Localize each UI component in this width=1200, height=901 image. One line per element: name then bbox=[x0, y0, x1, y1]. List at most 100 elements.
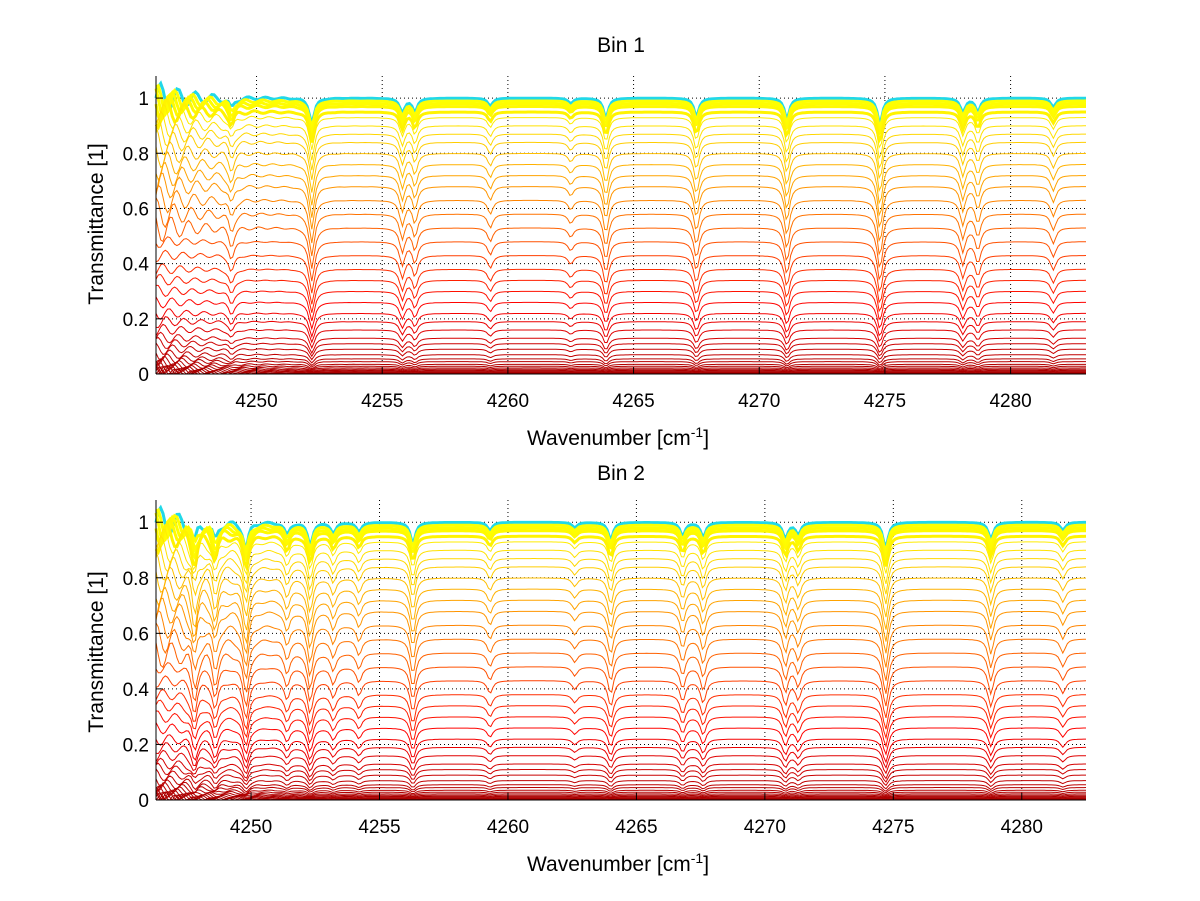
series-line bbox=[155, 353, 1086, 367]
series-line bbox=[155, 151, 1086, 206]
series-line bbox=[155, 364, 1086, 375]
series-line bbox=[155, 791, 1086, 801]
series-line bbox=[155, 110, 1086, 161]
x-tick-label: 4260 bbox=[487, 391, 529, 412]
y-axis-label: Transmittance [1] bbox=[85, 143, 108, 304]
series-line bbox=[155, 358, 1086, 370]
series-line bbox=[155, 236, 1087, 282]
series-line bbox=[155, 117, 1086, 171]
x-axis-label-end: ] bbox=[703, 427, 709, 450]
series-line bbox=[155, 316, 1086, 344]
y-axis-label: Transmittance [1] bbox=[85, 571, 108, 732]
series-line bbox=[155, 586, 1087, 645]
series-line bbox=[155, 566, 1086, 618]
series-line bbox=[154, 516, 1086, 566]
x-axis-label: Wavenumber [cm-1] bbox=[527, 424, 709, 450]
series-line bbox=[155, 360, 1086, 374]
series-line bbox=[155, 609, 1087, 668]
x-tick-label: 4275 bbox=[864, 391, 906, 412]
y-tick-label: 0 bbox=[138, 791, 149, 812]
series-line bbox=[155, 331, 1086, 355]
series-line bbox=[155, 622, 1087, 681]
series-line bbox=[155, 140, 1087, 193]
series-line bbox=[155, 781, 1087, 795]
series-line bbox=[155, 775, 1086, 791]
x-axis-label-text: Wavenumber [cm bbox=[527, 853, 691, 876]
series-line bbox=[155, 541, 1086, 595]
x-tick-label: 4270 bbox=[744, 817, 786, 838]
series-line bbox=[155, 356, 1086, 369]
series-line bbox=[155, 263, 1086, 305]
series-line bbox=[155, 184, 1086, 244]
subplot-bin-1: Bin 1 4250 4255 4260 4265 4270 4275 4280 0 0.2 0.… bbox=[85, 34, 1087, 450]
series-line bbox=[155, 528, 1086, 576]
series-line bbox=[155, 249, 1087, 294]
series-line bbox=[155, 349, 1086, 364]
series-line bbox=[154, 522, 1087, 573]
subplot-bin-2: Bin 2 4250 4255 4260 4265 4270 4275 4280 0 0.2 0.… bbox=[85, 462, 1087, 876]
series-line bbox=[155, 550, 1087, 605]
x-tick-label: 4255 bbox=[361, 391, 403, 412]
series-line bbox=[155, 364, 1086, 375]
x-tick-label: 4270 bbox=[738, 391, 780, 412]
series-line bbox=[155, 103, 1086, 150]
y-tick-label: 1 bbox=[138, 89, 149, 110]
series-line bbox=[154, 88, 1086, 134]
x-tick-label: 4260 bbox=[487, 817, 529, 838]
series-line bbox=[156, 791, 1086, 801]
series-line bbox=[155, 161, 1087, 218]
series-line bbox=[155, 308, 1086, 339]
x-axis-label-end: ] bbox=[703, 853, 709, 876]
x-tick-label: 4250 bbox=[230, 817, 272, 838]
x-axis-label-superscript: -1 bbox=[691, 850, 704, 866]
series-line bbox=[155, 534, 1087, 585]
series-line bbox=[155, 216, 1086, 269]
series-line bbox=[155, 662, 1086, 708]
x-axis-label: Wavenumber [cm-1] bbox=[527, 850, 709, 876]
y-tick-label: 0.6 bbox=[123, 624, 149, 645]
x-tick-label: 4275 bbox=[872, 817, 914, 838]
series-line bbox=[155, 734, 1086, 764]
y-tick-label: 0.2 bbox=[123, 310, 149, 331]
x-tick-label: 4265 bbox=[615, 817, 657, 838]
series-line bbox=[155, 576, 1086, 631]
series-line bbox=[155, 675, 1087, 720]
x-tick-label: 4250 bbox=[235, 391, 277, 412]
series-line bbox=[155, 786, 1086, 800]
series-line bbox=[155, 125, 1086, 180]
chart-title: Bin 1 bbox=[597, 34, 645, 57]
y-tick-label: 0.4 bbox=[123, 255, 150, 276]
series-line bbox=[155, 336, 1086, 358]
series-line bbox=[155, 359, 1086, 372]
x-axis-label-superscript: -1 bbox=[691, 424, 704, 440]
series-line bbox=[155, 688, 1087, 731]
series-line bbox=[155, 768, 1086, 787]
y-tick-label: 0.8 bbox=[123, 144, 149, 165]
series-line bbox=[155, 642, 1087, 694]
x-tick-label: 4280 bbox=[1001, 817, 1043, 838]
series-line bbox=[155, 197, 1086, 257]
series-line bbox=[155, 790, 1086, 801]
y-tick-label: 0 bbox=[138, 365, 149, 386]
y-tick-label: 0.4 bbox=[123, 680, 150, 701]
series-line bbox=[155, 722, 1086, 756]
plot-area: 4250 4255 4260 4265 4270 4275 4280 0 0.2 0.4 0.6 0.… bbox=[123, 76, 1087, 412]
series-line bbox=[155, 742, 1086, 770]
x-tick-label: 4280 bbox=[989, 391, 1031, 412]
series-line bbox=[155, 785, 1086, 798]
series-line bbox=[155, 749, 1086, 775]
series-line bbox=[155, 597, 1087, 655]
y-tick-label: 0.8 bbox=[123, 569, 149, 590]
series-line bbox=[155, 284, 1086, 322]
series-line bbox=[155, 342, 1086, 361]
series-line bbox=[155, 790, 1086, 801]
series-line bbox=[154, 98, 1086, 145]
series-line bbox=[155, 273, 1087, 313]
series-line bbox=[155, 172, 1086, 230]
series-line bbox=[155, 296, 1086, 331]
y-tick-label: 1 bbox=[138, 513, 149, 534]
series-line bbox=[155, 779, 1086, 793]
series-line bbox=[155, 762, 1086, 783]
x-axis-label-text: Wavenumber [cm bbox=[527, 427, 691, 450]
